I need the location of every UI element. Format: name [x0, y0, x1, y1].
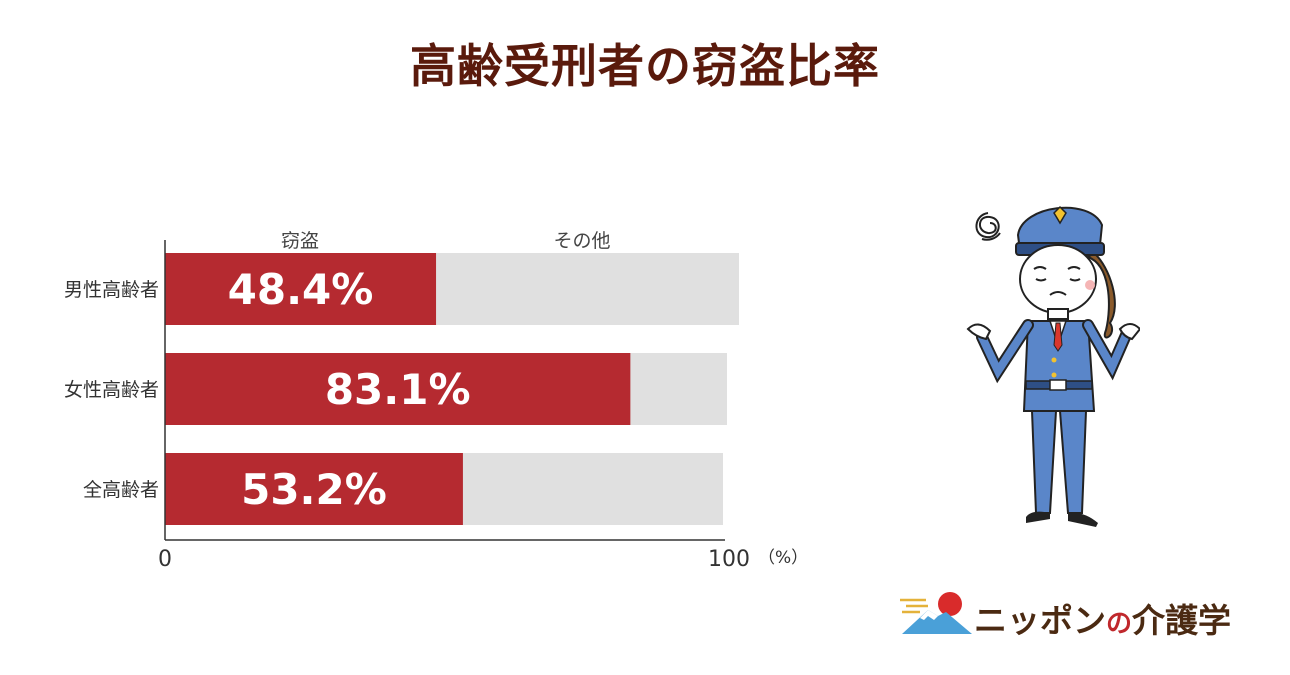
- stacked-bar-chart: 48.4% 男性高齢者 83.1% 女性高齢者 53.2% 全高齢者 窃盗 その他 0 100 （%…: [64, 230, 808, 572]
- mount-fuji-sun-icon: [900, 592, 972, 634]
- x-tick-0: 0: [158, 547, 172, 572]
- logo-text: ニッポンの介護学: [974, 601, 1232, 640]
- legend-other: その他: [553, 230, 610, 252]
- category-label-0: 男性高齢者: [64, 279, 159, 301]
- bars-group: [165, 253, 739, 525]
- value-label-0: 48.4%: [228, 265, 374, 314]
- x-tick-100: 100: [708, 547, 750, 572]
- bar-theft-2: [165, 453, 463, 525]
- chart-title: 高齢受刑者の窃盗比率: [410, 39, 880, 93]
- value-label-1: 83.1%: [325, 365, 471, 414]
- site-logo: ニッポンの介護学: [898, 590, 1258, 640]
- category-label-2: 全高齢者: [83, 479, 159, 501]
- confused-police-officer-icon: [966, 205, 1140, 527]
- labels-group: 48.4% 男性高齢者 83.1% 女性高齢者 53.2% 全高齢者 窃盗 その他 0 100 （%…: [64, 230, 808, 572]
- bar-theft-1: [165, 353, 631, 425]
- value-label-2: 53.2%: [241, 465, 387, 514]
- category-label-1: 女性高齢者: [64, 379, 159, 401]
- x-unit: （%）: [758, 548, 808, 568]
- legend-theft: 窃盗: [281, 230, 319, 252]
- bar-theft-0: [165, 253, 437, 325]
